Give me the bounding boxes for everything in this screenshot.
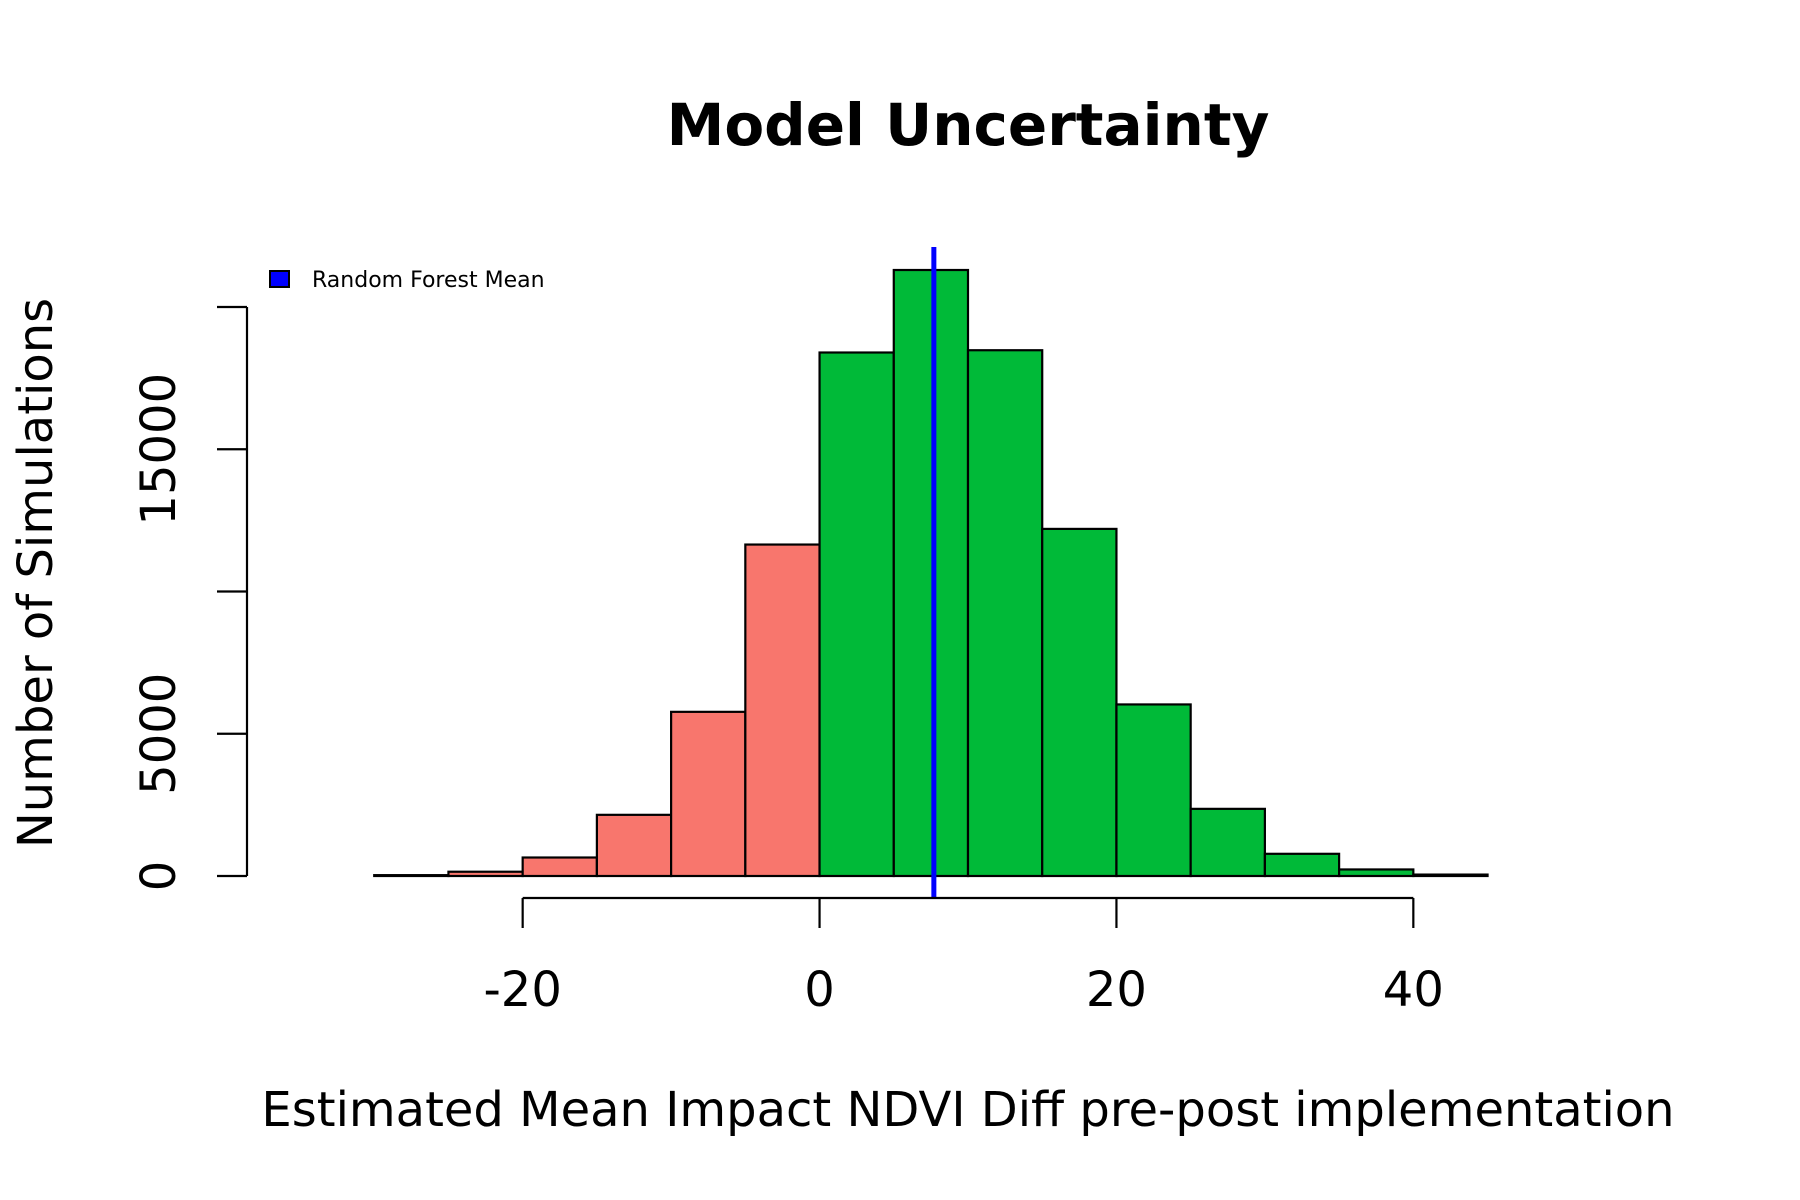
x-tick-label: 0 [804,962,835,1018]
histogram-bar [818,351,895,878]
histogram-bar [1412,873,1489,878]
y-tick-label: 0 [131,861,187,892]
histogram-bar [1041,527,1118,878]
x-tick-label: 20 [1086,962,1147,1018]
histogram-bar [1263,852,1341,878]
y-axis-label: Number of Simulations [8,298,64,848]
histogram-bar [1338,868,1415,878]
histogram-bar [744,543,821,878]
x-axis: -20 0 20 40 [483,896,1444,1018]
histogram-bar [670,710,747,878]
histogram-bar [1189,807,1266,878]
histogram-bar [521,856,598,878]
histogram-bar [595,813,673,878]
histogram-bar [373,874,450,878]
y-tick-label: 5000 [131,673,187,795]
y-tick-label: 15000 [131,373,187,526]
legend: Random Forest Mean [269,268,545,293]
legend-swatch-random-forest-mean [269,270,290,288]
histogram-bar [447,870,524,878]
histogram-bar [966,349,1044,878]
x-tick-label: -20 [483,962,561,1018]
y-axis: 0 5000 15000 [131,305,249,892]
histogram-bars [373,268,1489,878]
legend-label-random-forest-mean: Random Forest Mean [312,268,545,293]
chart-title: Model Uncertainty [667,91,1270,159]
histogram-bar [1115,703,1192,878]
x-tick-label: 40 [1383,962,1444,1018]
x-axis-label: Estimated Mean Impact NDVI Diff pre-post… [261,1082,1674,1138]
histogram-bar [892,268,970,878]
